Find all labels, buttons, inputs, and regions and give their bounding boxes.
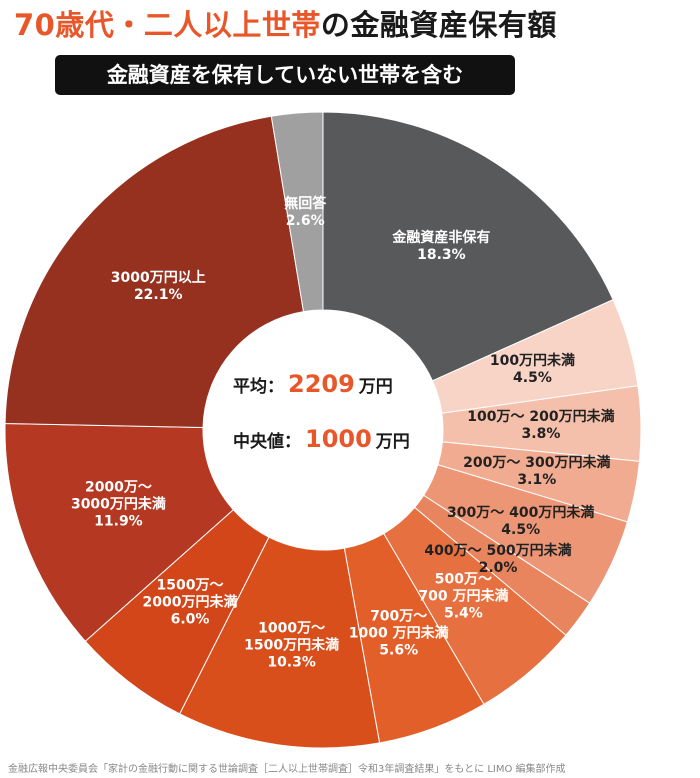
chart-title: 70歳代・二人以上世帯の金融資産保有額	[14, 2, 557, 44]
donut-slice	[4, 423, 235, 642]
donut-slice	[178, 536, 381, 749]
slice-category: 100万円未満	[489, 352, 576, 369]
title-highlight: 70歳代・二人以上世帯	[14, 8, 321, 42]
donut-slice	[4, 115, 305, 429]
source-note: 金融広報中央委員会「家計の金融行動に関する世論調査［二人以上世帯調査］令和3年調…	[8, 764, 566, 775]
slice-value: 4.5%	[513, 369, 552, 386]
slice-category: 500万～ 700 万円未満	[418, 571, 509, 605]
slice-label: 500万～ 700 万円未満 5.4%	[418, 571, 508, 622]
slice-label: 金融資産非保有 18.3%	[392, 230, 490, 264]
slice-label: 700万～ 1000 万円未満 5.6%	[349, 609, 449, 660]
center-unit: 万円	[358, 377, 393, 397]
slice-value: 18.3%	[417, 246, 466, 263]
slice-category: 100万～ 200万円未満	[467, 408, 615, 425]
slice-category: 1500万～ 2000万円未満	[142, 577, 238, 611]
center-label: 平均：	[233, 377, 284, 397]
slice-label: 200万～ 300万円未満 3.1%	[463, 455, 610, 489]
subtitle: 金融資産を保有していない世帯を含む	[55, 55, 515, 95]
slice-label: 300万～ 400万円未満 4.5%	[447, 505, 594, 539]
slice-category: 200万～ 300万円未満	[463, 455, 611, 472]
slice-label: 1000万～ 1500万円未満 10.3%	[244, 620, 339, 671]
slice-category: 3000万円以上	[110, 270, 206, 287]
slice-value: 11.9%	[94, 513, 143, 530]
slice-category: 1000万～ 1500万円未満	[244, 620, 340, 654]
slice-value: 5.4%	[443, 605, 483, 622]
slice-label: 3000万円以上 22.1%	[111, 270, 206, 304]
slice-category: 400万～ 500万円未満	[424, 542, 572, 559]
center-median: 中央値： 1000 万円	[233, 425, 433, 453]
slice-value: 2.0%	[478, 559, 518, 576]
slice-value: 10.3%	[267, 654, 316, 671]
slice-value: 5.6%	[379, 642, 419, 659]
slice-category: 無回答	[284, 195, 327, 212]
slice-value: 22.1%	[133, 287, 183, 304]
center-value: 2209	[288, 370, 355, 398]
center-unit: 万円	[375, 432, 410, 452]
slice-value: 4.5%	[501, 521, 541, 538]
slice-category: 金融資産非保有	[392, 229, 491, 246]
center-mean: 平均： 2209 万円	[233, 370, 433, 398]
slice-category: 2000万～ 3000万円未満	[70, 479, 166, 513]
slice-value: 3.1%	[517, 472, 557, 489]
slice-value: 6.0%	[170, 611, 210, 628]
slice-label: 400万～ 500万円未満 2.0%	[424, 543, 571, 577]
center-label: 中央値：	[233, 432, 301, 452]
slice-category: 700万～ 1000 万円未満	[348, 608, 449, 642]
donut-slice	[270, 111, 324, 313]
center-value: 1000	[305, 425, 372, 453]
slice-label: 100万円未満 4.5%	[490, 353, 575, 387]
slice-value: 3.8%	[521, 425, 561, 442]
slice-category: 300万～ 400万円未満	[447, 504, 595, 521]
slice-value: 2.6%	[285, 212, 325, 229]
slice-label: 無回答 2.6%	[284, 196, 326, 230]
slice-label: 1500万～ 2000万円未満 6.0%	[143, 577, 238, 628]
slice-label: 2000万～ 3000万円未満 11.9%	[71, 480, 166, 531]
slice-label: 100万～ 200万円未満 3.8%	[467, 409, 614, 443]
donut-slice	[322, 111, 614, 382]
title-rest: の金融資産保有額	[320, 8, 557, 42]
